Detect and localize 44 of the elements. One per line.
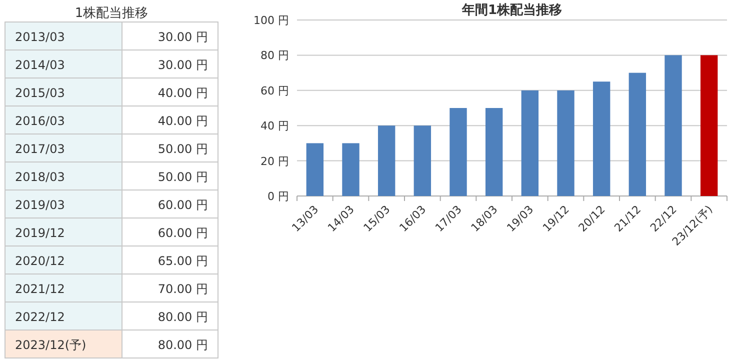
text: 50.00 円	[158, 170, 208, 184]
category-label: 2020/12	[15, 254, 65, 268]
text: 80.00 円	[158, 310, 208, 324]
bar	[306, 143, 324, 196]
text: 70.00 円	[158, 282, 208, 296]
category-label: 2018/03	[15, 170, 65, 184]
y-tick-label: 80 円	[260, 49, 289, 62]
text: 1株配当推移	[74, 6, 148, 21]
bar	[485, 108, 503, 196]
bar	[664, 55, 682, 196]
bar	[557, 90, 574, 196]
chart-title: 年間1株配当推移	[460, 3, 562, 18]
text: 50.00 円	[158, 142, 208, 156]
text: 65.00 円	[158, 254, 208, 268]
y-tick-label: 60 円	[260, 84, 289, 98]
category-label: 2015/03	[15, 86, 65, 100]
y-tick-label: 40 円	[260, 120, 289, 133]
text: 40.00 円	[158, 86, 208, 100]
text: 60.00 円	[158, 198, 208, 212]
text: 30.00 円	[158, 30, 208, 44]
text: 80.00 円	[158, 338, 208, 352]
category-label: 2014/03	[15, 58, 65, 72]
bar	[592, 82, 610, 196]
category-label: 2022/12	[15, 310, 65, 324]
bar	[700, 55, 718, 196]
bar	[342, 143, 360, 196]
text: 30.00 円	[158, 58, 208, 72]
bar	[450, 108, 467, 196]
y-tick-label: 0 円	[268, 190, 289, 203]
category-label: 2023/12(予)	[15, 338, 86, 352]
bar	[414, 126, 432, 196]
category-label: 2013/03	[15, 30, 65, 44]
bar	[378, 126, 396, 196]
category-label: 2019/03	[15, 198, 65, 212]
category-label: 2016/03	[15, 114, 65, 128]
category-label: 2021/12	[15, 282, 65, 296]
text: 60.00 円	[158, 226, 208, 240]
bar	[521, 90, 539, 196]
text: 40.00 円	[158, 114, 208, 128]
y-tick-label: 20 円	[260, 154, 289, 168]
category-label: 2019/12	[15, 226, 65, 240]
category-label: 2017/03	[15, 142, 65, 156]
y-tick-label: 100 円	[254, 14, 289, 27]
bar	[628, 72, 646, 196]
